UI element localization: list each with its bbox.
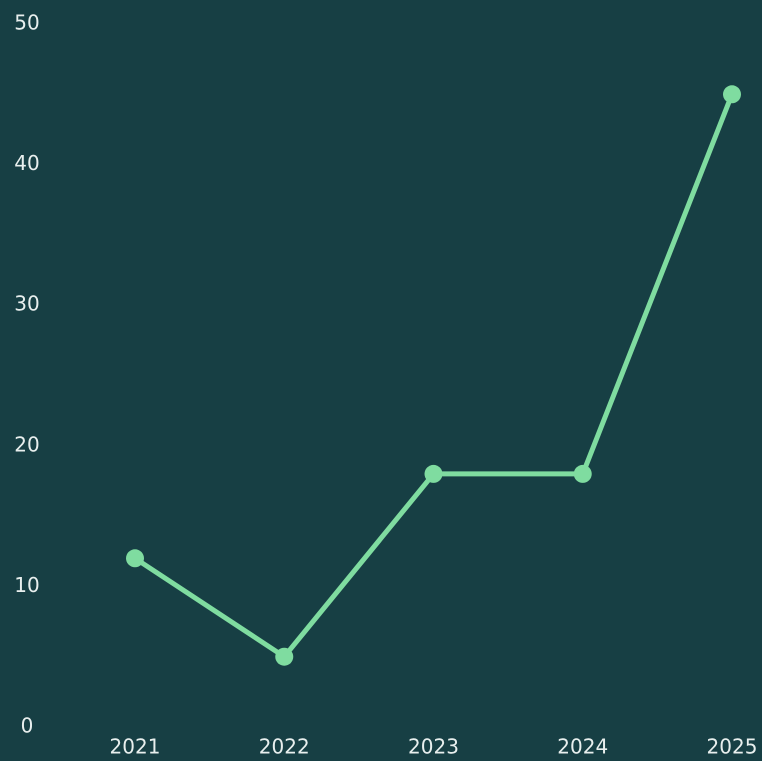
point bbox=[126, 549, 144, 568]
point bbox=[424, 464, 443, 483]
x-tick-label: 2024 bbox=[557, 735, 608, 759]
x-tick-label: 2022 bbox=[259, 735, 310, 759]
y-tick-label: 50 bbox=[14, 11, 39, 35]
y-tick-label: 40 bbox=[14, 151, 39, 175]
y-tick-label: 10 bbox=[14, 573, 39, 597]
y-tick-label: 20 bbox=[14, 432, 39, 456]
point bbox=[573, 464, 592, 483]
y-tick-label: 30 bbox=[14, 292, 39, 316]
point bbox=[275, 647, 294, 666]
x-tick-label: 2025 bbox=[707, 735, 758, 759]
x-tick-label: 2023 bbox=[408, 735, 459, 759]
y-tick-label: 0 bbox=[21, 714, 34, 738]
x-tick-label: 2021 bbox=[110, 735, 161, 759]
point bbox=[723, 85, 741, 104]
